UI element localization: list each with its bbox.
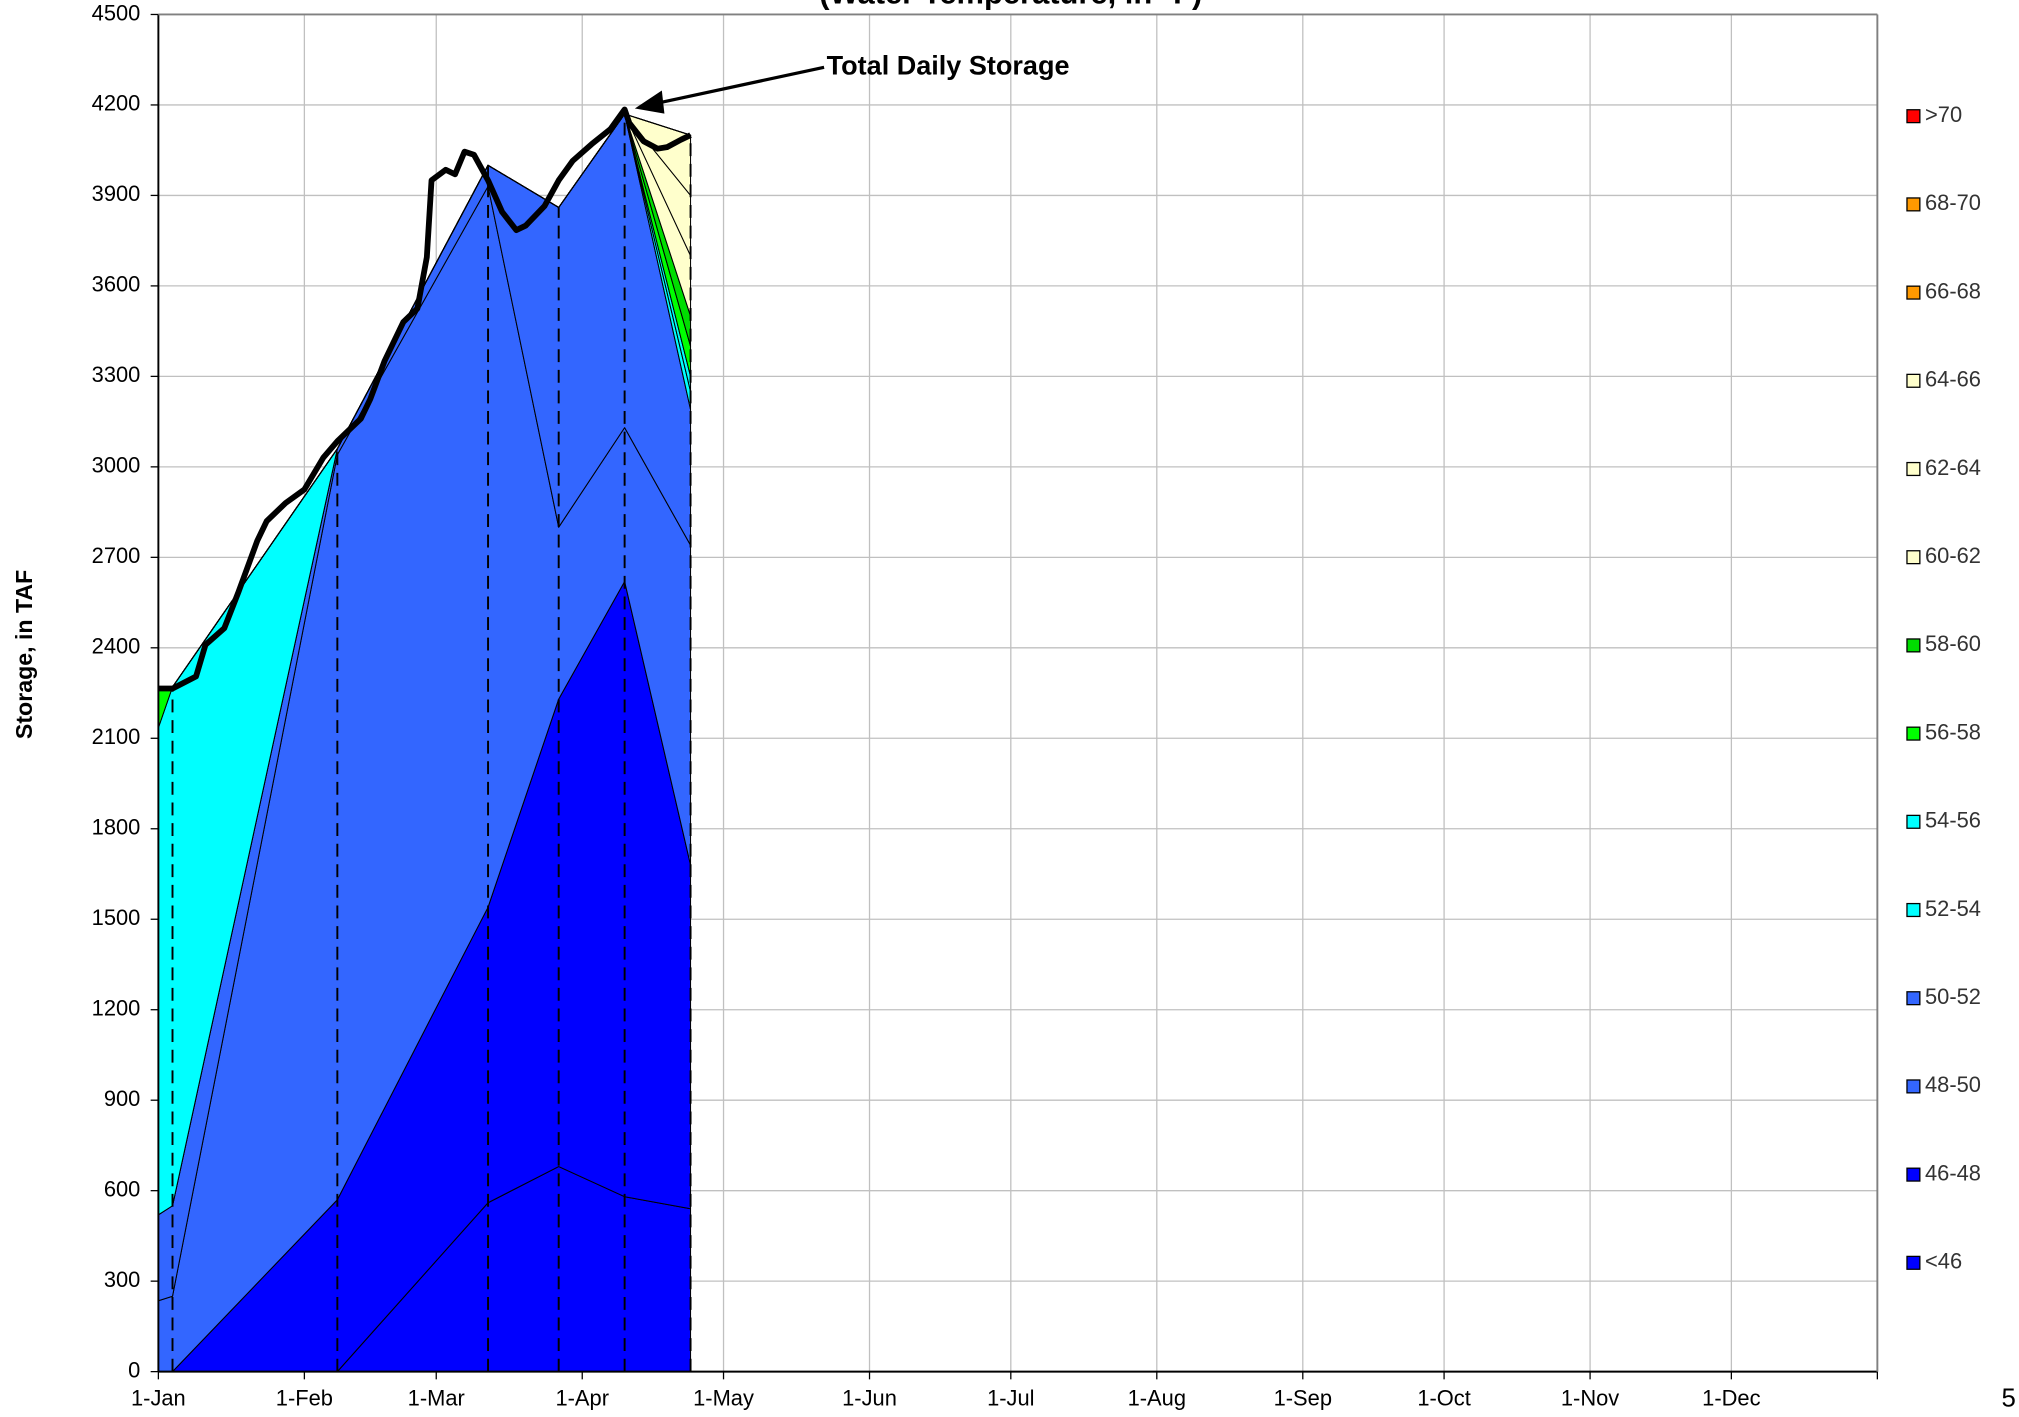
legend-label: 56-58 [1925,719,1981,744]
y-tick-label: 2700 [92,543,141,568]
x-tick-label: 1-Oct [1417,1386,1470,1411]
legend-label: 60-62 [1925,543,1981,568]
legend-swatch [1906,902,1921,918]
legend-swatch [1906,814,1921,829]
y-tick-label: 600 [104,1176,141,1201]
overlay: >70 68-70 66-68 64-66 62-64 60-62 58-60 56-58 54… [157,13,1981,1373]
legend-label: 68-70 [1925,190,1981,215]
x-tick-label: 1-Jan [131,1386,186,1411]
legend-label: 54-56 [1925,808,1981,833]
legend-swatch [1906,1167,1921,1182]
annotation-arrowhead [634,90,665,114]
page-number: 5 [2002,1385,2016,1413]
y-tick-label: 3000 [92,453,141,478]
x-tick-label: 1-Aug [1128,1386,1186,1411]
annotation: Total Daily Storage [827,50,1070,80]
x-tick-label: 1-Apr [555,1386,609,1411]
y-tick-label: 4500 [92,0,141,25]
x-tick-label: 1-Sep [1274,1386,1332,1411]
y-tick-label: 1800 [92,815,141,840]
y-tick-label: 300 [104,1267,141,1292]
y-tick-label: 1200 [92,996,141,1021]
legend-label: >70 [1925,102,1962,127]
legend-label: 48-50 [1925,1072,1981,1097]
y-axis-label: Storage, in TAF [11,570,37,739]
legend-swatch [1906,285,1921,300]
legend-label: 50-52 [1925,984,1981,1009]
x-tick-label: 1-Feb [276,1386,333,1411]
y-tick-label: 1500 [92,905,141,930]
legend-label: 64-66 [1925,367,1981,392]
y-tick-label: 4200 [92,91,141,116]
y-tick-label: 2400 [92,634,141,659]
annotation-arrow [656,65,825,105]
legend-swatch [1906,991,1921,1006]
y-tick-label: 3300 [92,362,141,387]
x-tick-label: 1-Jul [987,1386,1034,1411]
legend-label: 66-68 [1925,278,1981,303]
legend-swatch [1906,109,1921,124]
legend-swatch [1906,1079,1921,1094]
legend-label: 58-60 [1925,631,1981,656]
legend-swatch [1906,1255,1921,1270]
areas [157,113,692,1373]
x-tick-label: 1-Dec [1702,1386,1760,1411]
legend-label: 62-64 [1925,455,1981,480]
y-tick-label: 3600 [92,272,141,297]
legend-label: 46-48 [1925,1160,1981,1185]
legend-swatch [1906,197,1921,212]
legend-label: 52-54 [1925,896,1981,921]
legend-swatch [1906,373,1921,388]
y-tick-label: 0 [128,1357,140,1382]
legend-swatch [1906,550,1921,565]
x-tick-label: 1-May [693,1386,754,1411]
x-tick-label: 1-Mar [408,1386,465,1411]
legend-swatch [1906,638,1921,653]
y-tick-label: 2100 [92,724,141,749]
y-tick-label: 3900 [92,181,141,206]
legend-label: <46 [1925,1249,1962,1274]
x-tick-label: 1-Nov [1561,1386,1619,1411]
chart-subtitle: (Water Temperature, in °F) [819,0,1202,10]
y-tick-label: 900 [104,1086,141,1111]
legend-swatch [1906,461,1921,477]
legend-swatch [1906,726,1921,741]
total-line [158,106,692,692]
x-tick-label: 1-Jun [842,1386,897,1411]
